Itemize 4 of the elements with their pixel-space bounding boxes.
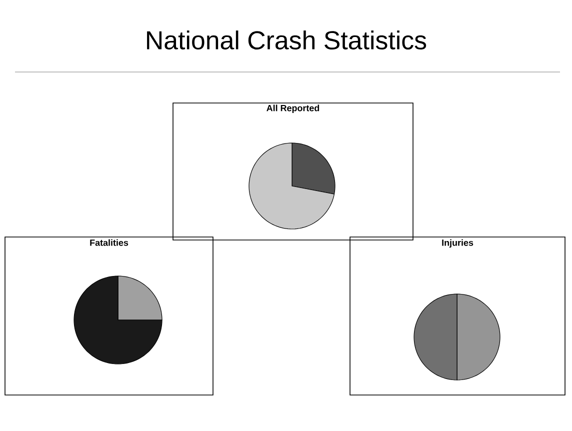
chart-title: Injuries	[442, 239, 474, 248]
text: National Crash Statistics	[147, 30, 426, 50]
chart-title: All Reported	[266, 104, 320, 114]
chart-title: Fatalities	[90, 239, 128, 246]
